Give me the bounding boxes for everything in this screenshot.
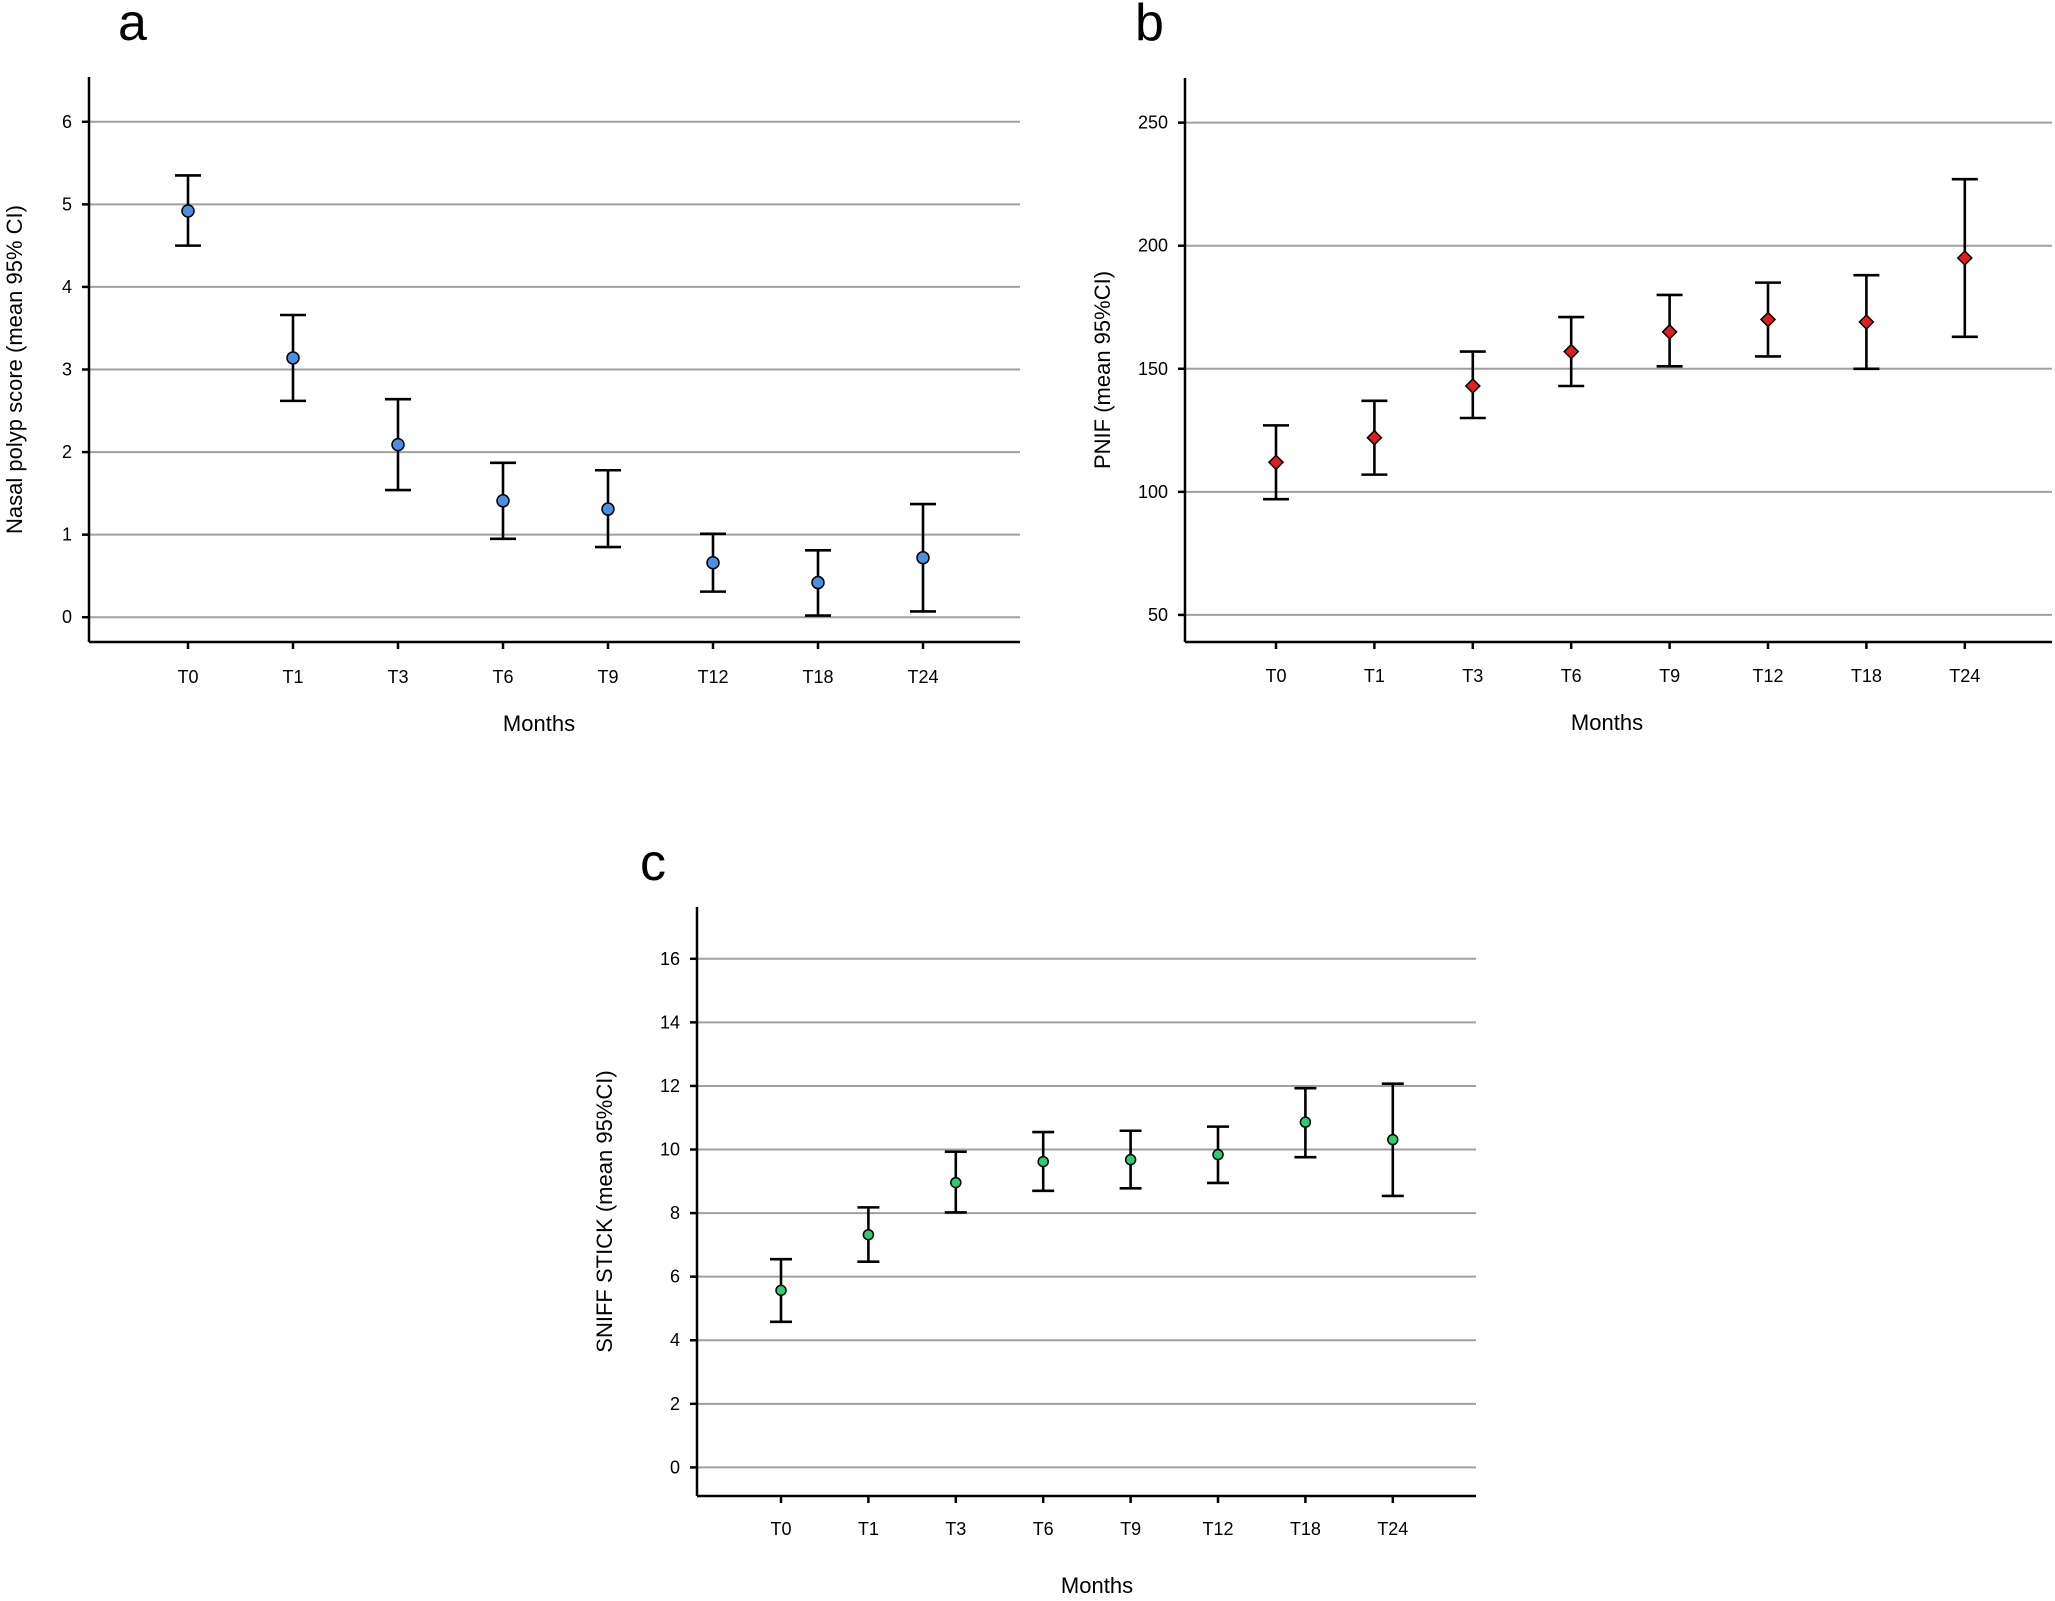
y-tick-label: 1: [62, 525, 72, 545]
data-point: [1759, 311, 1777, 328]
y-tick-label: 50: [1148, 605, 1168, 625]
y-tick-label: 5: [62, 194, 72, 214]
x-tick-label: T18: [1851, 666, 1882, 686]
x-tick-label: T9: [1659, 666, 1680, 686]
y-tick-label: 12: [660, 1076, 680, 1096]
x-tick-label: T24: [1949, 666, 1980, 686]
y-axis-title: PNIF (mean 95%CI): [1090, 271, 1115, 469]
data-point: [1212, 1148, 1224, 1161]
x-tick-label: T1: [858, 1519, 879, 1539]
data-point: [1299, 1116, 1312, 1128]
x-tick-label: T18: [1290, 1519, 1321, 1539]
x-tick-label: T3: [387, 667, 408, 687]
y-tick-label: 10: [660, 1140, 680, 1160]
data-point: [601, 502, 615, 516]
y-tick-label: 4: [62, 277, 72, 297]
y-tick-label: 8: [670, 1203, 680, 1223]
data-point: [391, 437, 405, 452]
y-tick-label: 250: [1138, 113, 1168, 133]
data-point: [862, 1228, 875, 1241]
data-point: [706, 555, 720, 570]
data-point: [496, 494, 510, 508]
x-tick-label: T24: [907, 667, 938, 687]
y-axis-title: SNIFF STICK (mean 95%CI): [592, 1070, 617, 1352]
data-point: [1956, 249, 1973, 267]
data-point: [950, 1176, 962, 1189]
x-tick-label: T24: [1377, 1519, 1408, 1539]
y-tick-label: 4: [670, 1330, 680, 1350]
chart-panel-a: a 0 1 2 3 4 5 6 T0 T1 T3 T6 T9 T12 T18 T24 Months Nasal p…: [2, 0, 1020, 736]
x-tick-label: T3: [945, 1519, 966, 1539]
x-axis-title: Months: [503, 711, 575, 736]
x-tick-label: T0: [177, 667, 198, 687]
y-tick-label: 2: [670, 1394, 680, 1414]
data-point: [286, 351, 300, 365]
x-tick-label: T1: [1364, 666, 1385, 686]
panel-label: a: [118, 0, 147, 52]
chart-panel-b: b 50 100 150 200 250 T0 T1 T3 T6 T9 T12 T18 T24 Months…: [1090, 0, 2052, 735]
chart-panel-c: c 0 2 4 6 8 10 12 14 16 T0 T1 T3 T6 T9 T12 T18 T24 Months S…: [592, 834, 1476, 1598]
data-point: [811, 575, 825, 590]
data-point: [1563, 343, 1580, 360]
x-tick-label: T9: [597, 667, 618, 687]
y-tick-label: 0: [62, 607, 72, 627]
x-tick-label: T12: [1752, 666, 1783, 686]
data-point: [1037, 1155, 1049, 1168]
data-point: [1464, 377, 1481, 395]
x-tick-label: T6: [1033, 1519, 1054, 1539]
panel-label: c: [640, 834, 666, 892]
y-tick-label: 150: [1138, 359, 1168, 379]
y-tick-label: 16: [660, 949, 680, 969]
x-tick-label: T6: [1561, 666, 1582, 686]
panel-label: b: [1135, 0, 1164, 52]
x-tick-label: T12: [697, 667, 728, 687]
x-tick-label: T0: [1265, 666, 1286, 686]
y-tick-label: 100: [1138, 482, 1168, 502]
y-tick-label: 3: [62, 360, 72, 380]
data-point: [1858, 313, 1875, 331]
x-tick-label: T0: [770, 1519, 791, 1539]
x-tick-label: T9: [1120, 1519, 1141, 1539]
data-point: [1387, 1133, 1399, 1146]
y-tick-label: 6: [670, 1267, 680, 1287]
y-tick-label: 2: [62, 442, 72, 462]
x-tick-label: T6: [492, 667, 513, 687]
x-axis-title: Months: [1571, 710, 1643, 735]
data-point: [1267, 454, 1285, 471]
data-point: [181, 204, 195, 218]
y-axis-title: Nasal polyp score (mean 95% CI): [2, 205, 27, 534]
x-tick-label: T1: [282, 667, 303, 687]
data-point: [1366, 429, 1383, 446]
x-axis-title: Months: [1061, 1573, 1133, 1596]
y-tick-label: 6: [62, 112, 72, 132]
y-tick-label: 0: [670, 1457, 680, 1477]
data-point: [775, 1284, 787, 1297]
x-tick-label: T18: [802, 667, 833, 687]
data-point: [1124, 1153, 1137, 1166]
y-tick-label: 200: [1138, 236, 1168, 256]
y-tick-label: 14: [660, 1012, 680, 1032]
x-tick-label: T3: [1462, 666, 1483, 686]
data-point: [916, 551, 930, 565]
x-tick-label: T12: [1202, 1519, 1233, 1539]
data-point: [1661, 323, 1678, 340]
